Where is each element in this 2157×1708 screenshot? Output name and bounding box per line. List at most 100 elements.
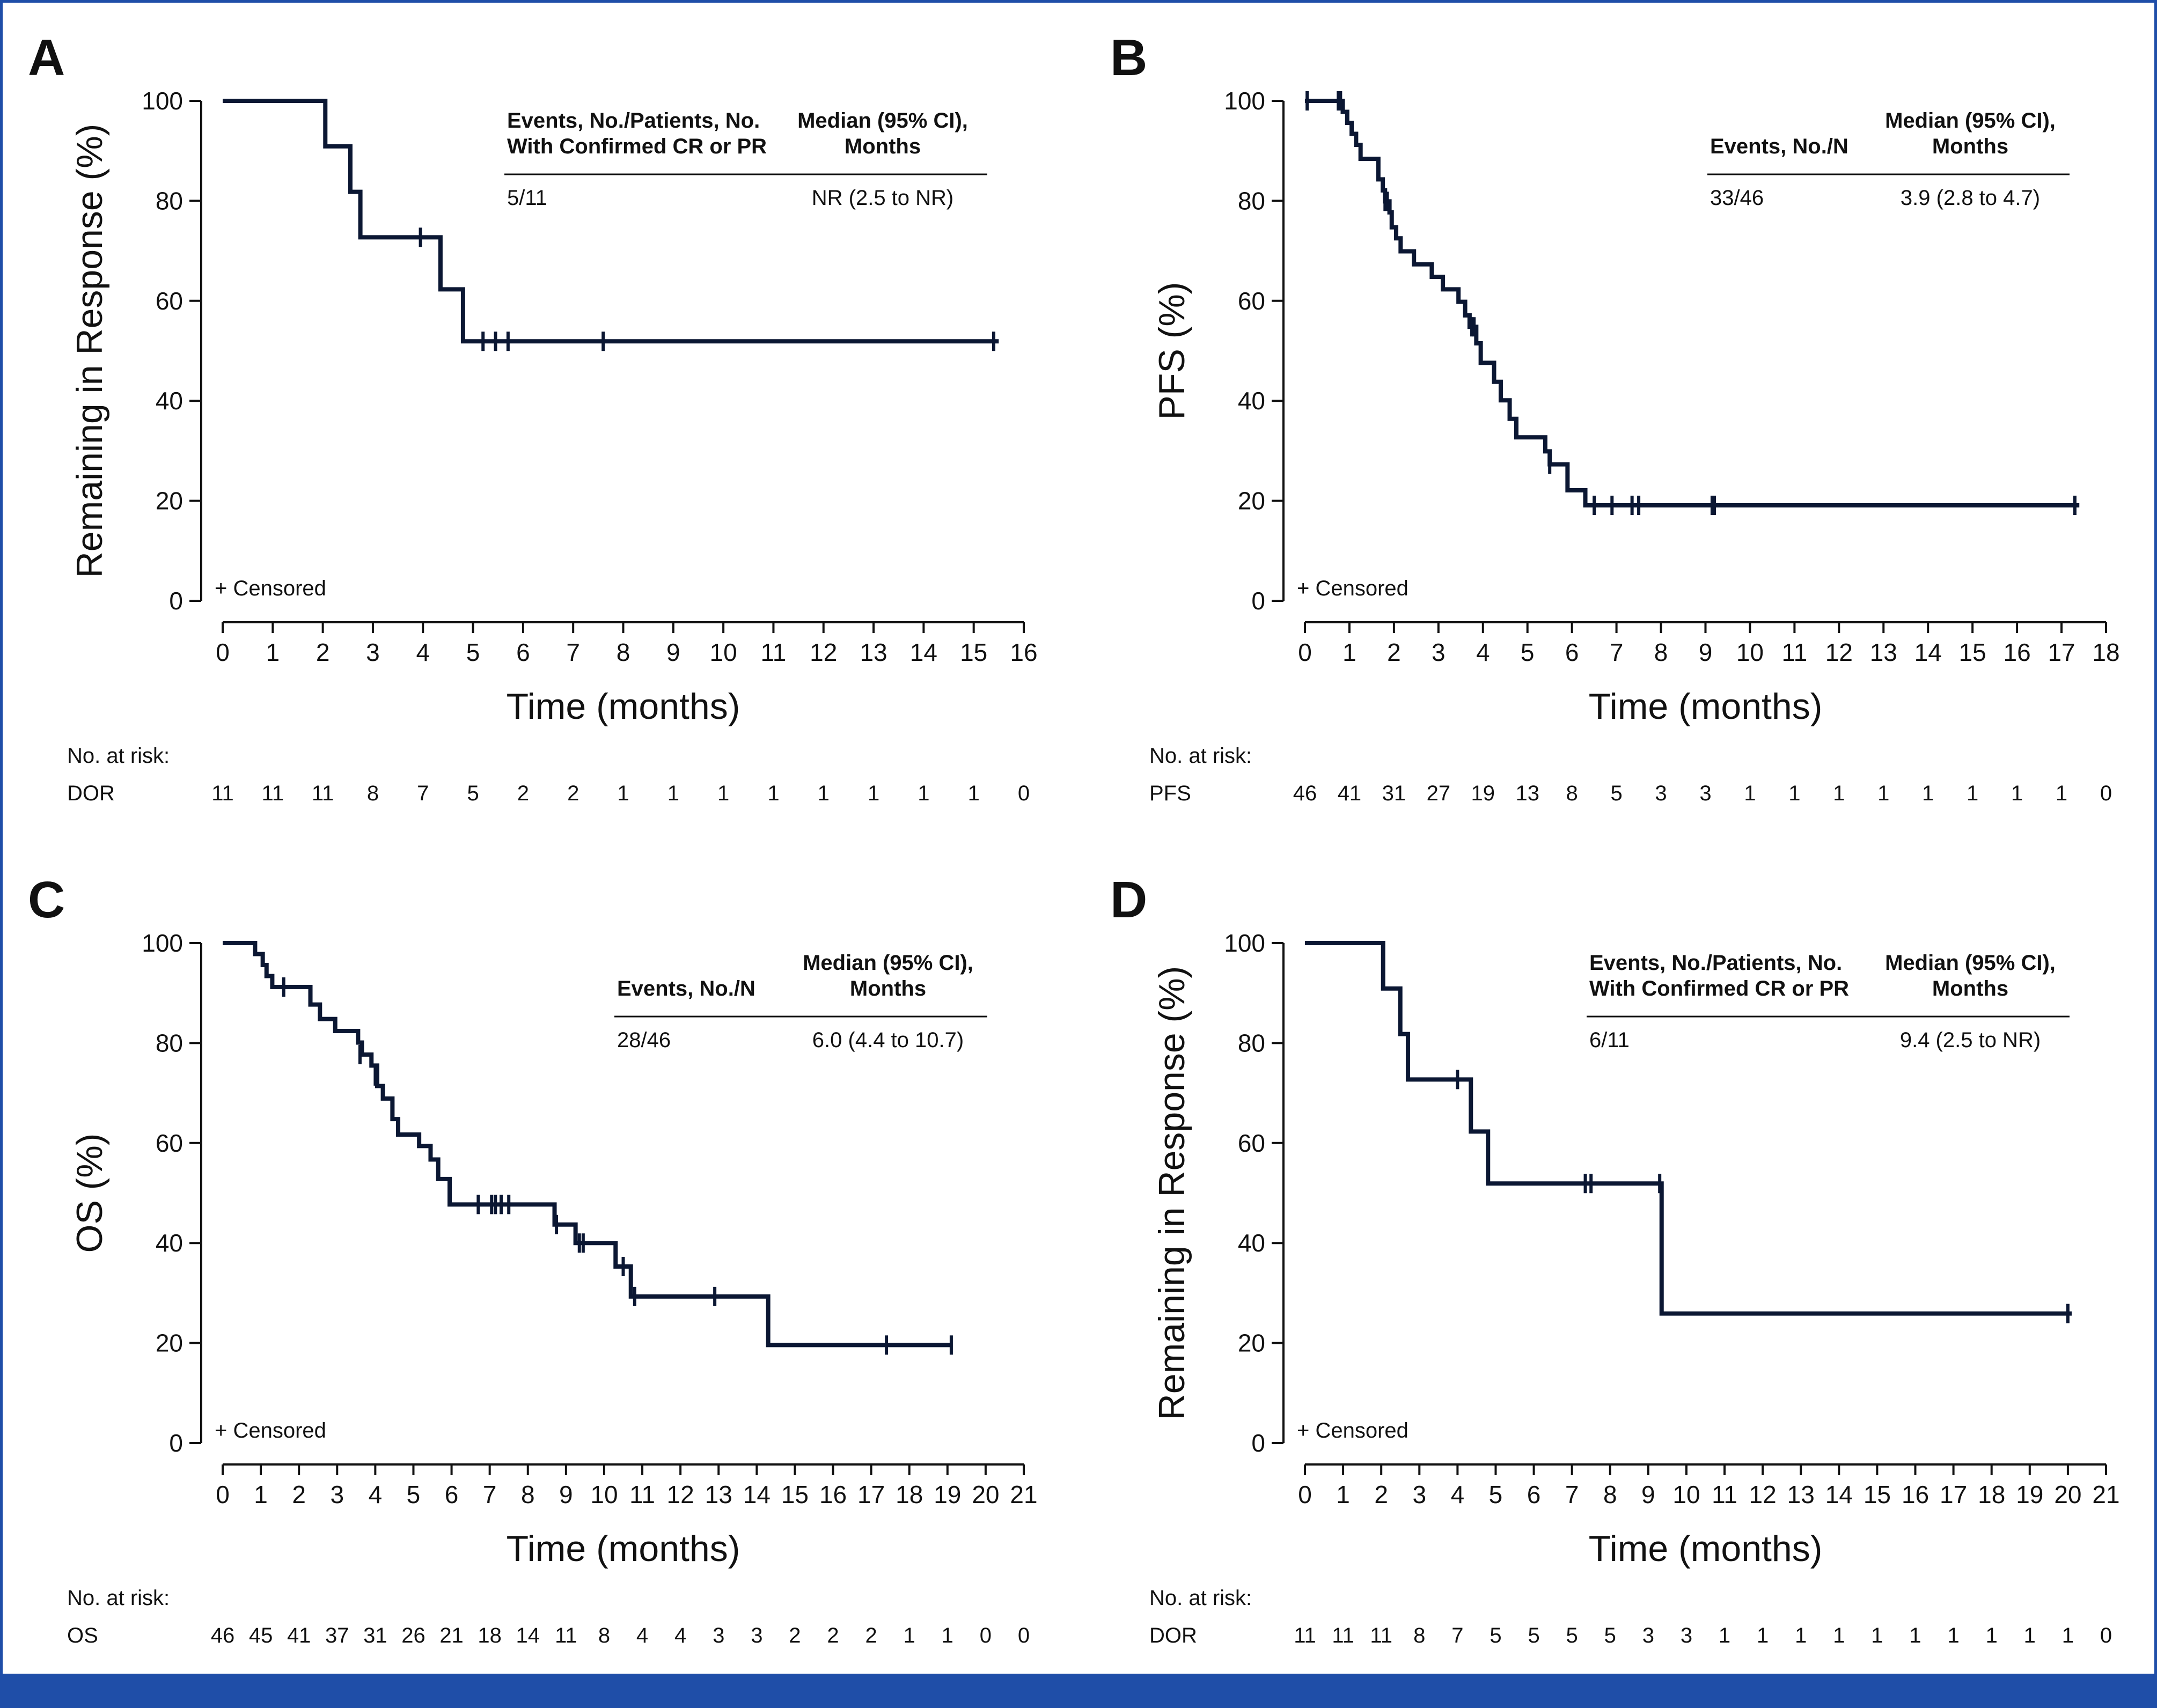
risk-value: 19 — [1471, 782, 1495, 805]
x-tick-label: 8 — [1603, 1481, 1617, 1508]
risk-value: 1 — [1986, 1624, 1998, 1647]
risk-row-name: DOR — [67, 782, 115, 805]
y-tick-label: 80 — [156, 187, 183, 215]
risk-value: 1 — [717, 782, 729, 805]
inset-col2-header-line1: Median (95% CI), — [1885, 109, 2056, 132]
risk-value: 1 — [1833, 782, 1845, 805]
y-tick-label: 60 — [156, 287, 183, 315]
risk-value: 5 — [467, 782, 479, 805]
x-tick-label: 1 — [1336, 1481, 1350, 1508]
risk-value: 1 — [904, 1624, 915, 1647]
risk-value: 1 — [968, 782, 980, 805]
x-tick-label: 6 — [516, 638, 530, 666]
y-tick-label: 80 — [156, 1029, 183, 1057]
risk-value: 1 — [2024, 1624, 2036, 1647]
inset-col2-header-line2: Months — [845, 135, 921, 158]
inset-col2-header-line2: Months — [850, 977, 926, 1000]
risk-value: 1 — [1757, 1624, 1769, 1647]
risk-value: 1 — [1877, 782, 1889, 805]
x-tick-label: 3 — [330, 1481, 344, 1508]
risk-value: 1 — [1947, 1624, 1959, 1647]
y-tick-label: 100 — [1224, 929, 1265, 957]
x-tick-label: 3 — [1412, 1481, 1426, 1508]
inset-col2-header-line1: Median (95% CI), — [803, 951, 973, 975]
x-tick-label: 13 — [1787, 1481, 1815, 1508]
risk-value: 2 — [517, 782, 529, 805]
risk-value: 5 — [1604, 1624, 1616, 1647]
y-tick-label: 20 — [1238, 487, 1265, 515]
x-tick-label: 7 — [1610, 638, 1624, 666]
y-tick-label: 0 — [1251, 1429, 1265, 1457]
y-tick-label: 20 — [1238, 1329, 1265, 1357]
risk-value: 11 — [1332, 1624, 1354, 1647]
inset-col2-header-line1: Median (95% CI), — [1885, 951, 2056, 975]
inset-col1-header-line2: With Confirmed CR or PR — [507, 135, 767, 158]
x-tick-label: 6 — [1565, 638, 1579, 666]
x-tick-label: 1 — [1342, 638, 1356, 666]
risk-value: 46 — [211, 1624, 235, 1647]
risk-value: 1 — [667, 782, 679, 805]
x-tick-label: 2 — [1374, 1481, 1388, 1508]
x-tick-label: 17 — [1940, 1481, 1967, 1508]
x-tick-label: 18 — [2092, 638, 2119, 666]
x-tick-label: 2 — [292, 1481, 306, 1508]
x-tick-label: 6 — [1527, 1481, 1541, 1508]
x-tick-label: 21 — [1010, 1481, 1037, 1508]
y-tick-label: 80 — [1238, 1029, 1265, 1057]
x-tick-label: 7 — [483, 1481, 497, 1508]
risk-value: 3 — [1655, 782, 1667, 805]
x-tick-label: 0 — [1298, 638, 1312, 666]
x-tick-label: 5 — [407, 1481, 421, 1508]
risk-value: 4 — [674, 1624, 686, 1647]
inset-col1-header-line2: Events, No./N — [1710, 135, 1848, 158]
risk-value: 1 — [1788, 782, 1800, 805]
risk-label: No. at risk: — [1149, 1586, 1252, 1610]
risk-value: 5 — [1566, 1624, 1578, 1647]
x-tick-label: 20 — [972, 1481, 999, 1508]
x-tick-label: 11 — [629, 1481, 655, 1508]
inset-col1-header-line1: Events, No./Patients, No. — [1589, 951, 1842, 975]
risk-value: 1 — [868, 782, 879, 805]
inset-col2-value: 9.4 (2.5 to NR) — [1900, 1028, 2041, 1052]
x-tick-label: 12 — [810, 638, 837, 666]
risk-value: 11 — [1370, 1624, 1392, 1647]
x-tick-label: 16 — [2004, 638, 2031, 666]
x-tick-label: 13 — [705, 1481, 732, 1508]
y-tick-label: 0 — [169, 1429, 183, 1457]
x-tick-label: 1 — [254, 1481, 268, 1508]
y-axis-label: PFS (%) — [1151, 282, 1192, 420]
risk-value: 0 — [2100, 782, 2112, 805]
x-tick-label: 1 — [266, 638, 280, 666]
risk-row-name: OS — [67, 1624, 98, 1647]
risk-value: 18 — [478, 1624, 502, 1647]
km-curve-dor — [1305, 941, 2072, 1316]
inset-col1-value: 33/46 — [1710, 186, 1764, 210]
x-tick-label: 4 — [416, 638, 430, 666]
risk-value: 21 — [439, 1624, 464, 1647]
risk-value: 31 — [1382, 782, 1406, 805]
y-tick-label: 40 — [1238, 387, 1265, 415]
y-tick-label: 0 — [169, 587, 183, 615]
risk-value: 3 — [1681, 1624, 1692, 1647]
x-tick-label: 4 — [1476, 638, 1490, 666]
x-tick-label: 9 — [1641, 1481, 1655, 1508]
risk-value: 11 — [211, 782, 234, 805]
inset-col1-value: 5/11 — [507, 186, 547, 210]
risk-value: 0 — [1018, 1624, 1030, 1647]
risk-value: 41 — [1338, 782, 1362, 805]
x-tick-label: 14 — [1914, 638, 1942, 666]
x-tick-label: 11 — [761, 638, 787, 666]
x-tick-label: 6 — [445, 1481, 459, 1508]
x-tick-label: 15 — [1959, 638, 1986, 666]
risk-value: 1 — [2056, 782, 2067, 805]
risk-value: 5 — [1490, 1624, 1501, 1647]
risk-value: 8 — [598, 1624, 610, 1647]
y-axis-label: Remaining in Response (%) — [69, 124, 110, 578]
censored-legend: + Censored — [1297, 577, 1408, 600]
x-tick-label: 5 — [1521, 638, 1535, 666]
x-axis-label: Time (months) — [1589, 1528, 1823, 1569]
x-tick-label: 10 — [1672, 1481, 1700, 1508]
y-tick-label: 40 — [156, 1229, 183, 1257]
